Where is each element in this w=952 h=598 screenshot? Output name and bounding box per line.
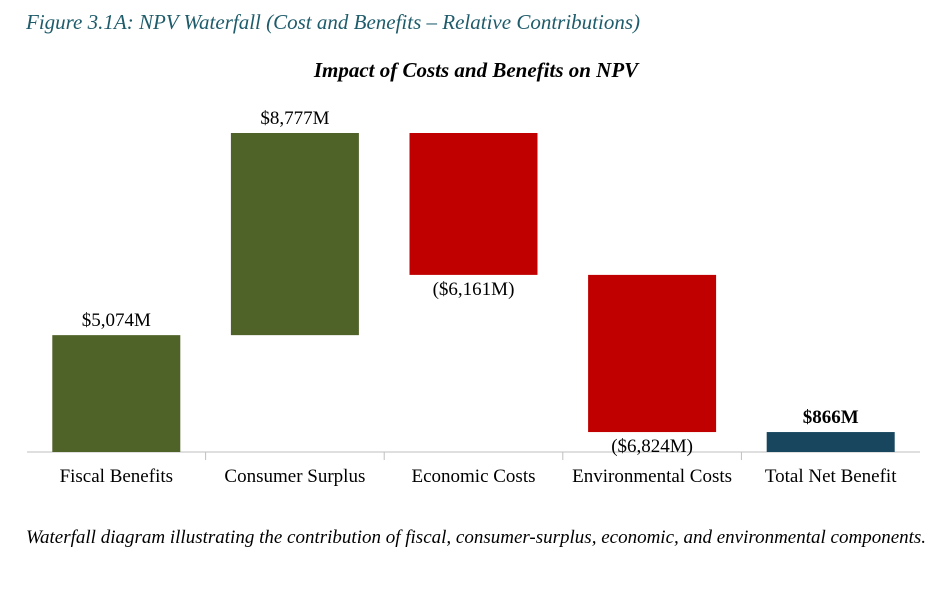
- bar: [409, 133, 538, 275]
- caption: Waterfall diagram illustrating the contr…: [25, 527, 927, 548]
- bar: [588, 274, 717, 433]
- x-tick-label: Total Net Benefit: [764, 466, 897, 487]
- x-tick-label: Consumer Surplus: [224, 466, 366, 487]
- chart-title: Impact of Costs and Benefits on NPV: [313, 58, 639, 82]
- figure-title: Figure 3.1A: NPV Waterfall (Cost and Ben…: [26, 10, 641, 34]
- value-label: ($6,161M): [433, 279, 515, 300]
- bar: [52, 335, 181, 452]
- x-tick-label: Economic Costs: [411, 466, 536, 487]
- bar: [766, 432, 895, 452]
- value-label: $866M: [803, 407, 859, 428]
- value-label: $5,074M: [82, 310, 151, 331]
- value-label: ($6,824M): [611, 436, 693, 457]
- x-tick-label: Environmental Costs: [572, 466, 733, 487]
- value-label: $8,777M: [260, 108, 329, 129]
- bar: [230, 133, 359, 336]
- x-tick-label: Fiscal Benefits: [59, 466, 174, 487]
